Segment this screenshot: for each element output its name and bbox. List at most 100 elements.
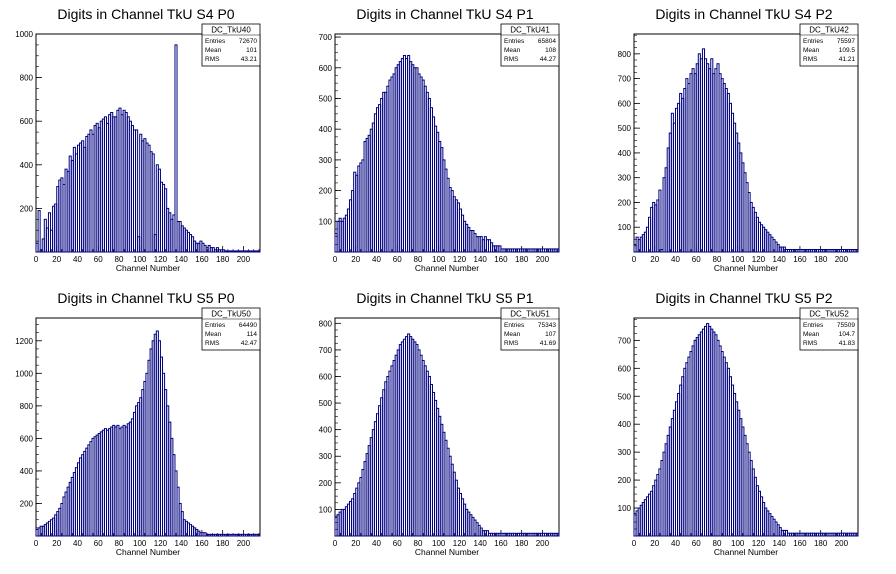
- x-tick-label: 80: [713, 255, 722, 264]
- stats-label-rms: RMS: [205, 340, 220, 347]
- stats-label-entries: Entries: [803, 322, 824, 329]
- y-tick-label: 600: [319, 372, 333, 381]
- stats-name: DC_TkU42: [809, 26, 849, 35]
- x-tick-label: 200: [536, 255, 550, 264]
- x-tick-label: 40: [73, 255, 82, 264]
- x-tick-label: 160: [195, 539, 209, 548]
- y-tick-label: 400: [319, 125, 333, 134]
- y-tick-label: 300: [319, 452, 333, 461]
- y-tick-label: 200: [319, 187, 333, 196]
- stats-label-mean: Mean: [504, 331, 521, 338]
- y-tick-label: 200: [618, 198, 632, 207]
- x-tick-label: 120: [154, 539, 168, 548]
- histogram-panel-4: Digits in Channel TkU S5 P0 0 20 40 60 80 100 1…: [15, 290, 261, 557]
- stats-box: [201, 307, 261, 351]
- stats-value-entries: 75509: [837, 322, 855, 329]
- x-tick-label: 160: [793, 255, 807, 264]
- y-tick-label: 300: [618, 174, 632, 183]
- y-tick-label: 600: [20, 117, 34, 126]
- y-tick-label: 1000: [15, 369, 33, 378]
- chart-title: Digits in Channel TkU S4 P0: [57, 6, 234, 22]
- x-tick-label: 60: [692, 255, 701, 264]
- chart-title: Digits in Channel TkU S5 P2: [655, 290, 832, 306]
- y-tick-label: 800: [319, 319, 333, 328]
- stats-label-mean: Mean: [205, 47, 222, 54]
- histogram-bin: [257, 533, 261, 537]
- x-tick-label: 60: [94, 255, 103, 264]
- y-tick-label: 800: [20, 74, 34, 83]
- y-tick-label: 800: [20, 402, 34, 411]
- x-tick-label: 100: [432, 539, 446, 548]
- x-tick-label: 40: [671, 539, 680, 548]
- stats-value-mean: 108: [545, 47, 556, 54]
- histogram-panel-1: Digits in Channel TkU S4 P0 0 20 40 60 80 100 1…: [15, 6, 261, 273]
- x-tick-label: 180: [814, 539, 828, 548]
- x-tick-label: 0: [34, 255, 39, 264]
- stats-label-mean: Mean: [504, 47, 521, 54]
- x-axis-label: Channel Number: [415, 263, 479, 273]
- x-tick-label: 120: [154, 255, 168, 264]
- x-tick-label: 140: [474, 539, 488, 548]
- y-tick-label: 1000: [15, 30, 33, 39]
- stats-label-rms: RMS: [803, 340, 818, 347]
- stats-value-mean: 114: [247, 331, 258, 338]
- x-tick-label: 200: [835, 539, 849, 548]
- stats-value-mean: 104.7: [839, 331, 856, 338]
- stats-value-mean: 101: [246, 47, 257, 54]
- y-tick-label: 1200: [15, 337, 33, 346]
- x-tick-label: 100: [731, 539, 745, 548]
- y-tick-label: 600: [319, 64, 333, 73]
- stats-box: [500, 23, 560, 67]
- y-tick-label: 100: [618, 504, 632, 513]
- stats-value-mean: 107: [545, 331, 556, 338]
- x-axis-label: Channel Number: [714, 547, 778, 557]
- stats-label-entries: Entries: [205, 38, 226, 45]
- y-tick-label: 400: [20, 161, 34, 170]
- stats-name: DC_TkU51: [510, 310, 550, 319]
- histogram-bin: [855, 532, 859, 537]
- chart-title: Digits in Channel TkU S5 P1: [356, 290, 533, 306]
- x-tick-label: 180: [216, 539, 230, 548]
- histogram-bin: [135, 129, 139, 253]
- y-tick-label: 500: [319, 399, 333, 408]
- y-tick-label: 200: [20, 204, 34, 213]
- stats-label-rms: RMS: [205, 56, 220, 63]
- x-tick-label: 60: [692, 539, 701, 548]
- stats-value-entries: 75597: [837, 38, 855, 45]
- histogram-bin: [855, 249, 859, 253]
- x-tick-label: 180: [814, 255, 828, 264]
- y-tick-label: 800: [618, 50, 632, 59]
- chart-title: Digits in Channel TkU S4 P1: [356, 6, 533, 22]
- x-tick-label: 80: [414, 255, 423, 264]
- y-tick-label: 500: [319, 94, 333, 103]
- x-tick-label: 160: [195, 255, 209, 264]
- stats-box: [201, 23, 261, 67]
- x-tick-label: 120: [453, 539, 467, 548]
- x-tick-label: 80: [115, 539, 124, 548]
- x-tick-label: 0: [632, 255, 637, 264]
- y-tick-label: 200: [618, 476, 632, 485]
- x-tick-label: 180: [515, 539, 529, 548]
- x-tick-label: 40: [671, 255, 680, 264]
- x-tick-label: 60: [393, 255, 402, 264]
- histogram-bin: [658, 189, 662, 253]
- y-tick-label: 500: [618, 392, 632, 401]
- x-tick-label: 80: [713, 539, 722, 548]
- stats-value-entries: 72670: [239, 38, 257, 45]
- x-tick-label: 100: [133, 255, 147, 264]
- x-axis-label: Channel Number: [415, 547, 479, 557]
- stats-name: DC_TkU40: [211, 26, 251, 35]
- y-tick-label: 700: [319, 346, 333, 355]
- y-tick-label: 100: [618, 223, 632, 232]
- histogram-panel-3: Digits in Channel TkU S4 P2 0 20 40 60 80 100 1…: [618, 6, 859, 273]
- stats-value-entries: 75343: [538, 322, 556, 329]
- stats-value-rms: 44.27: [540, 56, 557, 63]
- stats-value-rms: 41.69: [540, 340, 557, 347]
- y-tick-label: 700: [319, 33, 333, 42]
- chart-title: Digits in Channel TkU S5 P0: [57, 290, 234, 306]
- histogram-bin: [556, 532, 560, 537]
- x-tick-label: 40: [73, 539, 82, 548]
- chart-title: Digits in Channel TkU S4 P2: [655, 6, 832, 22]
- y-tick-label: 600: [618, 364, 632, 373]
- histogram-bin: [37, 210, 41, 253]
